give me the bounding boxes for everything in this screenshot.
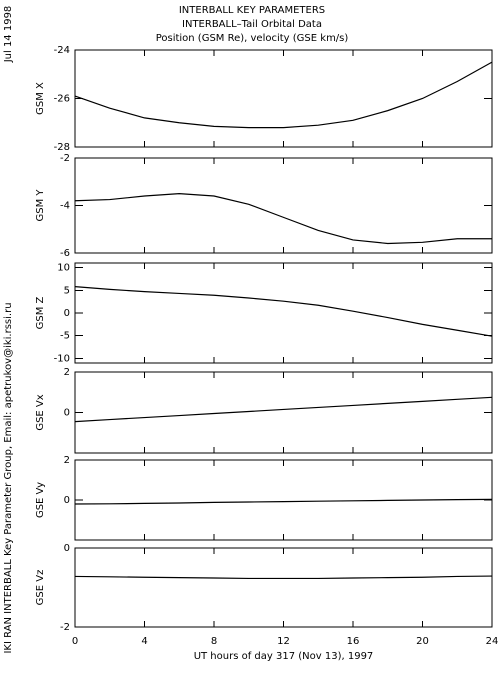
chart-title: INTERBALL KEY PARAMETERS xyxy=(179,5,325,16)
data-line xyxy=(74,193,492,245)
x-tick-label: 20 xyxy=(416,636,429,647)
panel-frame xyxy=(74,49,493,148)
y-tick-label: 5 xyxy=(64,285,70,296)
x-tick-label: 8 xyxy=(211,636,217,647)
data-line xyxy=(74,286,493,337)
x-tick-label: 12 xyxy=(277,636,290,647)
panel-frame xyxy=(74,157,493,254)
x-tick-label: 4 xyxy=(141,636,147,647)
y-tick-label: -4 xyxy=(60,201,70,212)
x-tick-label: 16 xyxy=(347,636,360,647)
x-tick-label: 24 xyxy=(486,636,499,647)
data-line xyxy=(74,61,493,129)
y-axis-label: GSE Vx xyxy=(35,394,46,430)
y-tick-label: 2 xyxy=(64,367,70,378)
y-tick-label: 0 xyxy=(64,495,70,506)
chart-subtitle: INTERBALL–Tail Orbital Data xyxy=(182,19,322,30)
y-tick-label: 10 xyxy=(57,263,70,274)
y-tick-label: -28 xyxy=(54,142,70,153)
credit-label: IKI RAN INTERBALL Key Parameter Group, E… xyxy=(3,302,14,653)
y-tick-label: -26 xyxy=(54,94,70,105)
x-tick-label: 0 xyxy=(72,636,78,647)
y-tick-label: -2 xyxy=(60,622,70,633)
y-tick-label: -2 xyxy=(60,153,70,164)
y-tick-label: 0 xyxy=(64,408,70,419)
y-tick-label: -5 xyxy=(60,331,70,342)
panel-frame xyxy=(74,262,493,364)
y-tick-label: -24 xyxy=(54,45,70,56)
panel-frame xyxy=(74,371,493,454)
y-tick-label: 0 xyxy=(64,543,70,554)
date-label: Jul 14 1998 xyxy=(3,6,14,64)
y-tick-label: 2 xyxy=(64,455,70,466)
y-tick-label: -6 xyxy=(60,248,70,259)
chart-subtitle: Position (GSM Re), velocity (GSE km/s) xyxy=(156,33,349,44)
panel-frame xyxy=(74,547,493,628)
data-line xyxy=(74,498,493,505)
data-line xyxy=(74,396,493,423)
x-axis-label: UT hours of day 317 (Nov 13), 1997 xyxy=(194,651,374,662)
data-line xyxy=(74,575,493,580)
y-tick-label: 0 xyxy=(64,308,70,319)
y-axis-label: GSM X xyxy=(35,82,46,115)
y-axis-label: GSM Y xyxy=(35,189,46,222)
y-axis-label: GSM Z xyxy=(35,296,46,329)
y-axis-label: GSE Vy xyxy=(35,482,46,518)
y-tick-label: -10 xyxy=(54,353,70,364)
y-axis-label: GSE Vz xyxy=(35,570,46,606)
